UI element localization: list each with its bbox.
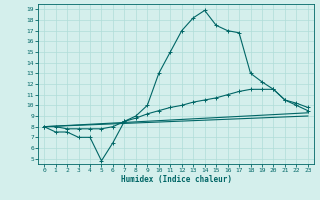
X-axis label: Humidex (Indice chaleur): Humidex (Indice chaleur): [121, 175, 231, 184]
